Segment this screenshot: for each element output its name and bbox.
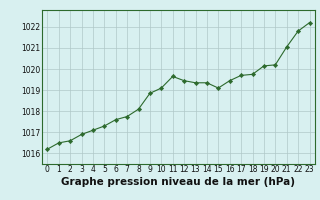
X-axis label: Graphe pression niveau de la mer (hPa): Graphe pression niveau de la mer (hPa) — [61, 177, 295, 187]
